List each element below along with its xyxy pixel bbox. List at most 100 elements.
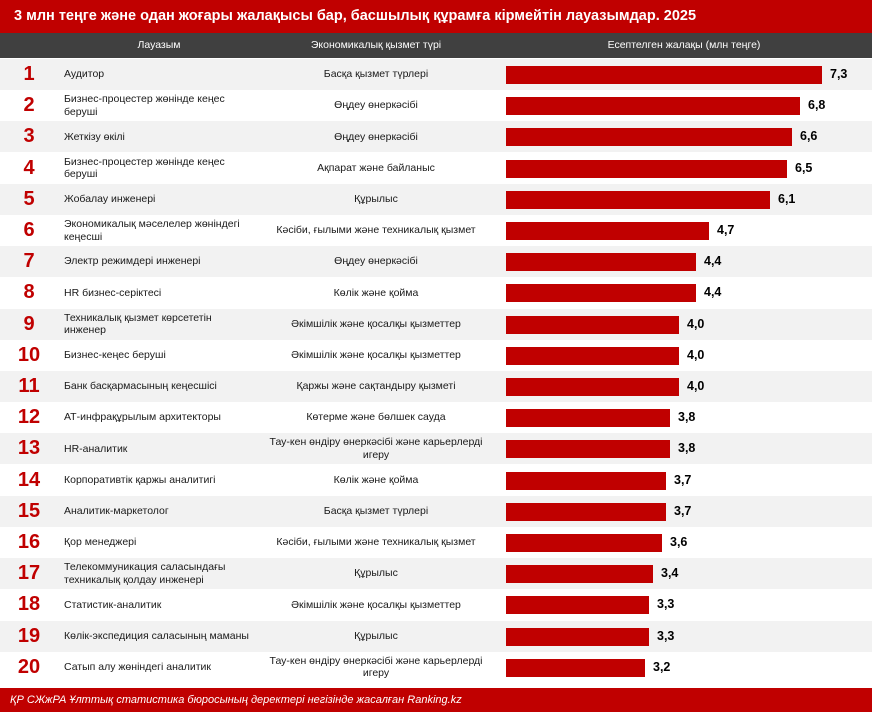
row-position: Банк басқармасының кеңесшісі <box>64 380 217 393</box>
row-sector: Басқа қызмет түрлері <box>323 505 429 518</box>
row-position: HR бизнес-серіктесі <box>64 286 162 299</box>
row-position: Көлік-экспедиция саласының маманы <box>64 629 249 642</box>
salary-bar <box>506 346 679 365</box>
row-position: Телекоммуникация саласындағы техникалық … <box>64 561 226 586</box>
salary-value-label: 4,7 <box>717 223 735 237</box>
row-sector: Өңдеу өнеркәсібі <box>334 130 418 143</box>
table-row: 19 Көлік-экспедиция саласының маманы Құрыл… <box>0 620 872 652</box>
row-sector: Тау-кен өндіру өнеркәсібі және карьерлер… <box>269 436 483 461</box>
row-sector: Өңдеу өнеркәсібі <box>334 255 418 268</box>
row-rank: 14 <box>17 468 41 491</box>
row-position: Қор менеджері <box>64 536 137 549</box>
salary-bar <box>506 253 696 272</box>
row-sector: Әкімшілік және қосалқы қызметтер <box>291 598 461 611</box>
salary-value-label: 3,2 <box>653 659 671 674</box>
salary-bar <box>506 658 645 677</box>
row-position: Жеткізу өкілі <box>64 130 125 143</box>
row-sector: Көлік және қойма <box>333 286 419 299</box>
row-rank: 5 <box>23 187 35 210</box>
salary-bar <box>506 128 792 147</box>
row-rank: 11 <box>18 375 40 397</box>
salary-bar <box>506 66 822 84</box>
row-position: Аудитор <box>64 68 105 81</box>
table-row: 7 Электр режимдері инженері Өңдеу өнеркәсі… <box>0 246 872 278</box>
row-position: Электр режимдері инженері <box>64 255 201 268</box>
salary-value-label: 3,7 <box>674 472 692 487</box>
row-position: Статистик-аналитик <box>64 598 162 611</box>
row-position: Бизнес-процестер жөнінде кеңес беруші <box>64 93 225 118</box>
salary-value-label: 3,8 <box>678 410 696 425</box>
salary-value-label: 3,3 <box>657 597 675 612</box>
row-rank: 8 <box>23 281 35 304</box>
table-row: 13 HR-аналитик Тау-кен өндіру өнеркәсібі ж… <box>0 433 872 465</box>
row-position: Аналитик-маркетолог <box>64 505 169 518</box>
row-position: Корпоративтік қаржы аналитигі <box>64 473 216 486</box>
header-salary: Есептелген жалақы (млн теңге) <box>607 39 761 51</box>
row-sector: Әкімшілік және қосалқы қызметтер <box>291 349 461 362</box>
row-sector: Кәсіби, ғылыми және техникалық қызмет <box>276 224 476 237</box>
row-position: HR-аналитик <box>64 442 128 455</box>
row-rank: 1 <box>23 63 35 85</box>
salary-value-label: 6,1 <box>778 191 796 206</box>
salary-bar <box>506 315 679 334</box>
salary-value-label: 4,0 <box>687 379 705 393</box>
table-row: 15 Аналитик-маркетолог Басқа қызмет түрлер… <box>0 495 872 527</box>
table-row: 12 АТ-инфрақұрылым архитекторы Көтерме жән… <box>0 402 872 433</box>
row-position: Жобалау инженері <box>64 193 156 206</box>
salary-bar <box>506 378 679 396</box>
salary-value-label: 3,3 <box>657 628 675 643</box>
salary-value-label: 6,6 <box>800 129 818 144</box>
row-rank: 20 <box>17 655 41 678</box>
salary-bar <box>506 627 649 646</box>
salary-bar <box>506 565 653 584</box>
salary-bar <box>506 222 709 240</box>
row-sector: Құрылыс <box>354 567 398 580</box>
salary-bar <box>506 596 649 615</box>
row-sector: Басқа қызмет түрлері <box>323 68 429 81</box>
salary-value-label: 3,4 <box>661 566 679 581</box>
salary-value-label: 4,0 <box>687 316 705 331</box>
table-row: 3 Жеткізу өкілі Өңдеу өнеркәсібі 6,6 <box>0 121 872 153</box>
row-position: Экономикалық мәселелер жөніндегі кеңесші <box>64 218 240 243</box>
table-row: 20 Сатып алу жөніндегі аналитик Тау-кен өн… <box>0 652 872 683</box>
row-sector: Әкімшілік және қосалқы қызметтер <box>291 317 461 330</box>
row-sector: Өңдеу өнеркәсібі <box>334 99 418 112</box>
table-row: 1 Аудитор Басқа қызмет түрлері 7,3 <box>0 59 872 90</box>
row-sector: Тау-кен өндіру өнеркәсібі және карьерлер… <box>269 654 483 680</box>
row-rank: 9 <box>23 312 35 335</box>
row-position: Бизнес-кеңес беруші <box>64 349 166 362</box>
table-row: 14 Корпоративтік қаржы аналитигі Көлік жән… <box>0 465 872 496</box>
row-rank: 12 <box>17 406 41 429</box>
row-sector: Кәсіби, ғылыми және техникалық қызмет <box>276 536 476 549</box>
row-position: Бизнес-процестер жөнінде кеңес беруші <box>64 155 225 181</box>
salary-value-label: 4,0 <box>687 347 705 362</box>
table-row: 8 HR бизнес-серіктесі Көлік және қойма 4,4 <box>0 277 872 308</box>
source-footer: ҚР СЖжРА Ұлттық статистика бюросының дер… <box>0 688 872 712</box>
salary-bar <box>506 471 666 490</box>
row-sector: Құрылыс <box>354 193 398 206</box>
row-sector: Ақпарат және байланыс <box>317 161 435 174</box>
table-row: 9 Техникалық қызмет көрсететін инженер Әкі… <box>0 308 872 340</box>
row-rank: 13 <box>17 437 41 460</box>
table-row: 6 Экономикалық мәселелер жөніндегі кеңесш… <box>0 215 872 246</box>
row-rank: 17 <box>17 562 41 585</box>
table-row: 17 Телекоммуникация саласындағы техникалы… <box>0 558 872 590</box>
header-sector: Экономикалық қызмет түрі <box>310 39 442 51</box>
row-rank: 6 <box>23 219 35 241</box>
salary-bar <box>506 440 670 459</box>
table-row: 18 Статистик-аналитик Әкімшілік және қосал… <box>0 589 872 620</box>
table-row: 16 Қор менеджері Кәсіби, ғылыми және техни… <box>0 527 872 558</box>
row-rank: 4 <box>23 156 35 179</box>
salary-bar <box>506 502 666 521</box>
row-rank: 3 <box>23 125 35 148</box>
salary-value-label: 3,8 <box>678 441 696 456</box>
salary-value-label: 4,4 <box>704 254 722 269</box>
row-sector: Құрылыс <box>354 629 398 642</box>
salary-bar <box>506 534 662 552</box>
salary-bar <box>506 409 670 428</box>
row-rank: 2 <box>23 94 35 117</box>
salary-value-label: 3,6 <box>670 535 688 549</box>
table-row: 5 Жобалау инженері Құрылыс 6,1 <box>0 183 872 215</box>
row-rank: 10 <box>17 343 41 366</box>
salary-bar <box>506 284 696 303</box>
